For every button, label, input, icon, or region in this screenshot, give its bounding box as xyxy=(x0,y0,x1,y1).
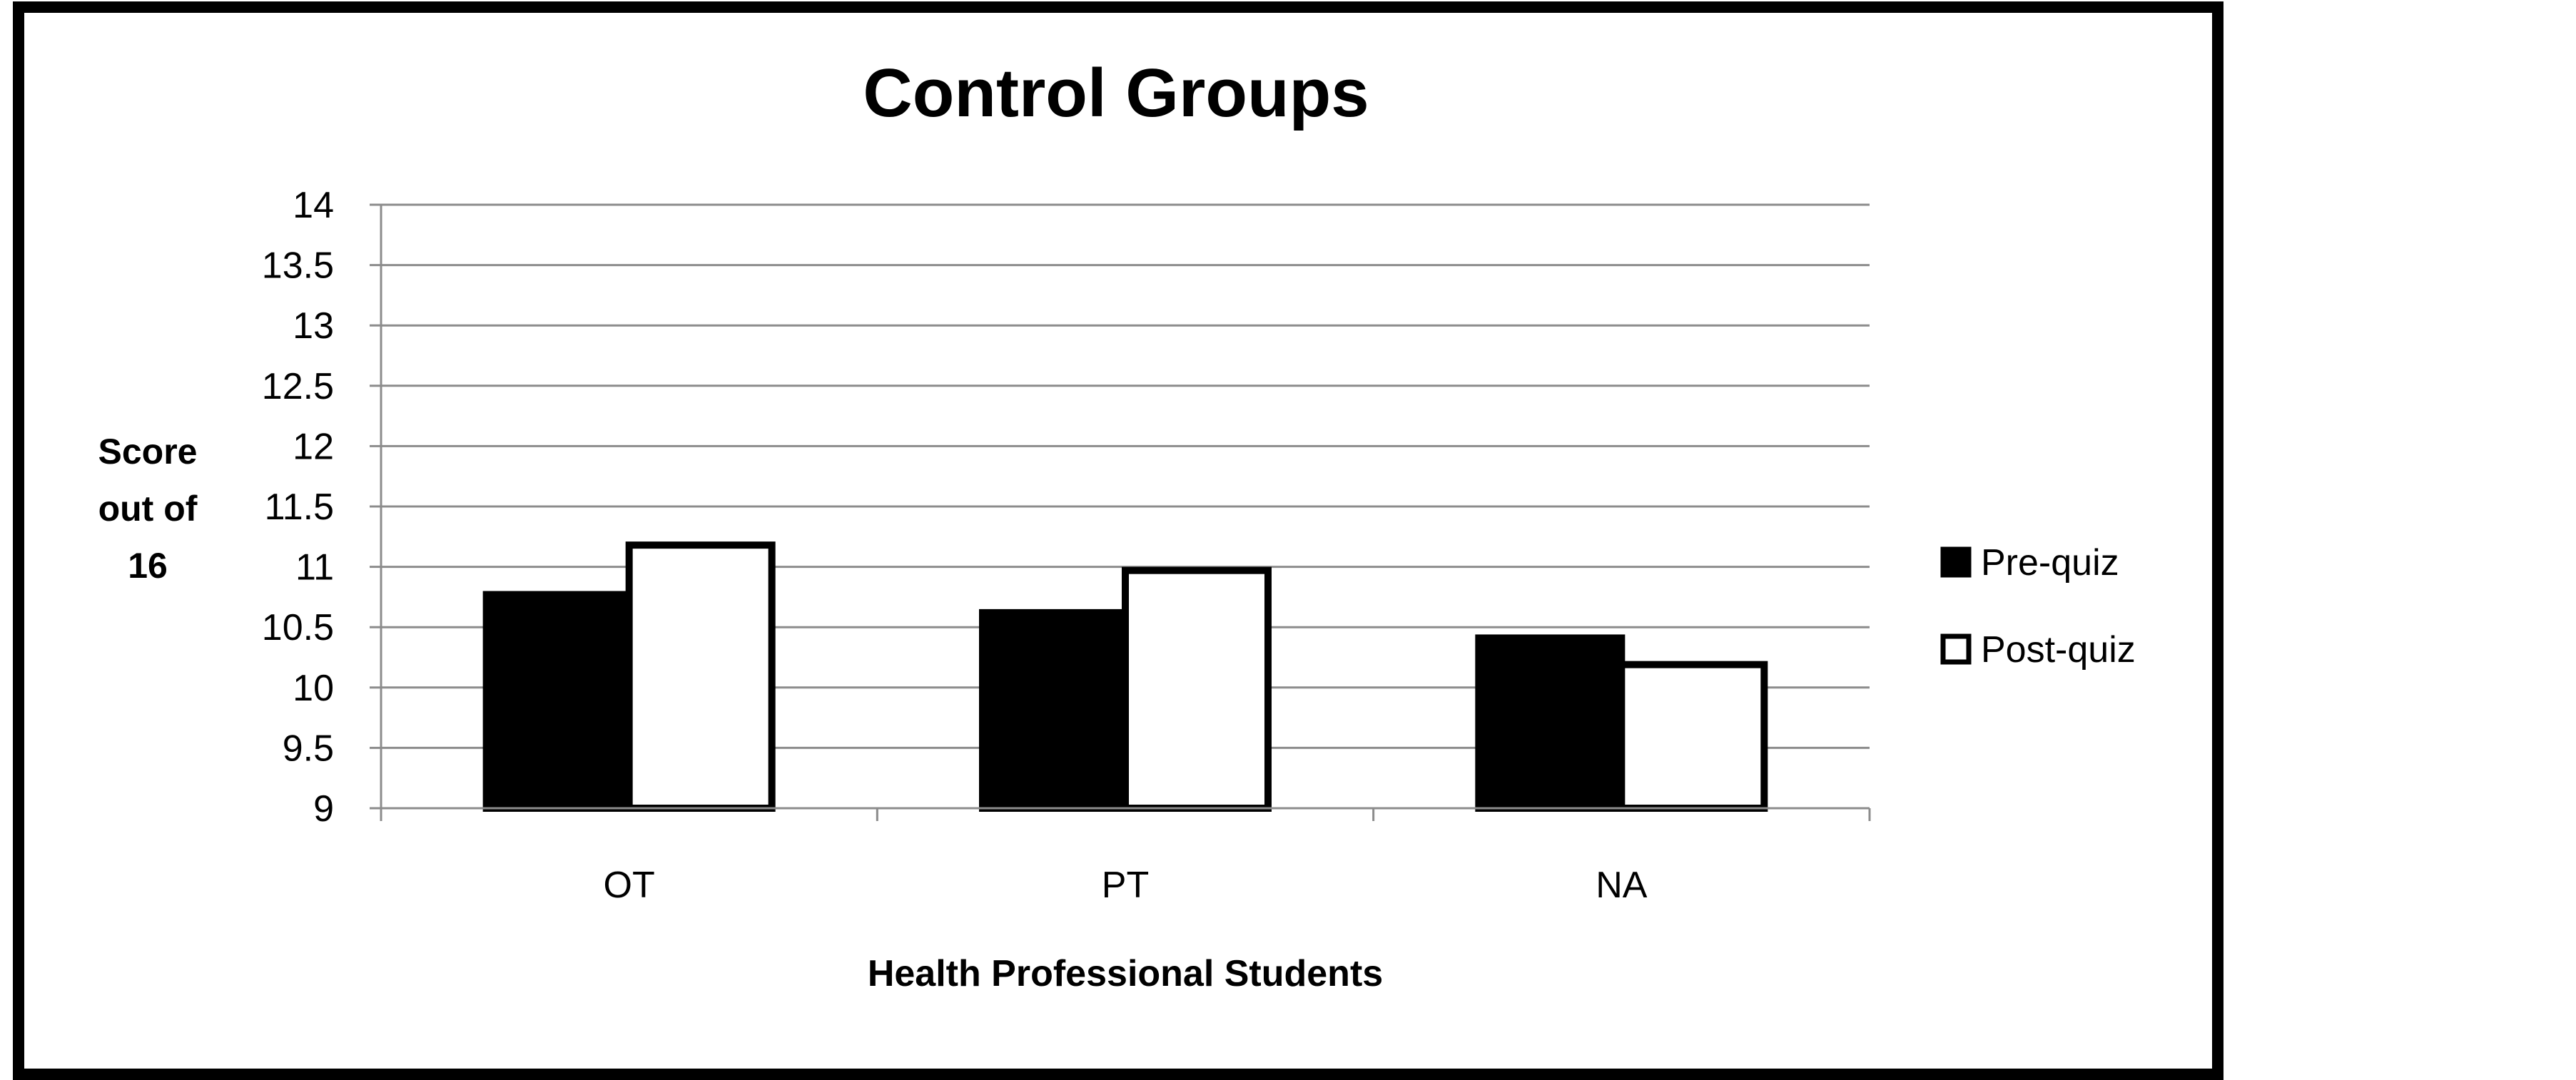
x-axis-categories: OT PT NA xyxy=(604,865,1648,906)
y-tick-label: 10 xyxy=(293,668,334,709)
legend: Pre-quiz Post-quiz xyxy=(1940,542,2136,671)
legend-label-post-quiz: Post-quiz xyxy=(1981,629,2136,671)
y-tick-label: 10.5 xyxy=(262,607,334,648)
legend-swatch-post-quiz xyxy=(1940,633,1972,665)
y-tick-label: 9 xyxy=(313,788,334,830)
y-tick-label: 14 xyxy=(293,185,334,226)
y-tick-label: 9.5 xyxy=(283,728,334,769)
y-axis-label-line-2: out of xyxy=(98,489,198,529)
bar-post-quiz-na xyxy=(1618,661,1768,812)
legend-label-pre-quiz: Pre-quiz xyxy=(1981,542,2119,584)
y-tick-label: 11 xyxy=(295,547,334,589)
chart-title: Control Groups xyxy=(863,55,1369,131)
x-category-label: NA xyxy=(1596,865,1648,906)
y-tick-label: 13 xyxy=(293,305,334,347)
bar-pre-quiz-ot xyxy=(482,591,633,812)
bar-post-quiz-ot xyxy=(625,541,776,812)
bar-post-quiz-pt xyxy=(1122,566,1272,812)
bars xyxy=(482,541,1768,812)
y-axis-label-line-3: 16 xyxy=(128,546,168,586)
x-category-label: OT xyxy=(604,865,655,906)
y-axis-label-line-1: Score xyxy=(98,432,198,472)
x-axis-label: Health Professional Students xyxy=(868,953,1383,994)
y-tick-label: 12.5 xyxy=(262,366,334,407)
x-category-label: PT xyxy=(1102,865,1149,906)
legend-swatch-pre-quiz xyxy=(1940,546,1972,578)
y-tick-label: 11.5 xyxy=(265,486,334,528)
y-tick-label: 13.5 xyxy=(262,245,334,287)
x-axis xyxy=(380,807,1871,821)
y-tick-label: 12 xyxy=(293,426,334,467)
bar-pre-quiz-na xyxy=(1475,634,1626,812)
bar-pre-quiz-pt xyxy=(979,608,1129,812)
y-axis-label: Score out of 16 xyxy=(98,432,198,586)
y-axis-ticks: 9 9.5 10 10.5 11 11.5 12 12.5 13 13.5 14 xyxy=(262,185,382,830)
